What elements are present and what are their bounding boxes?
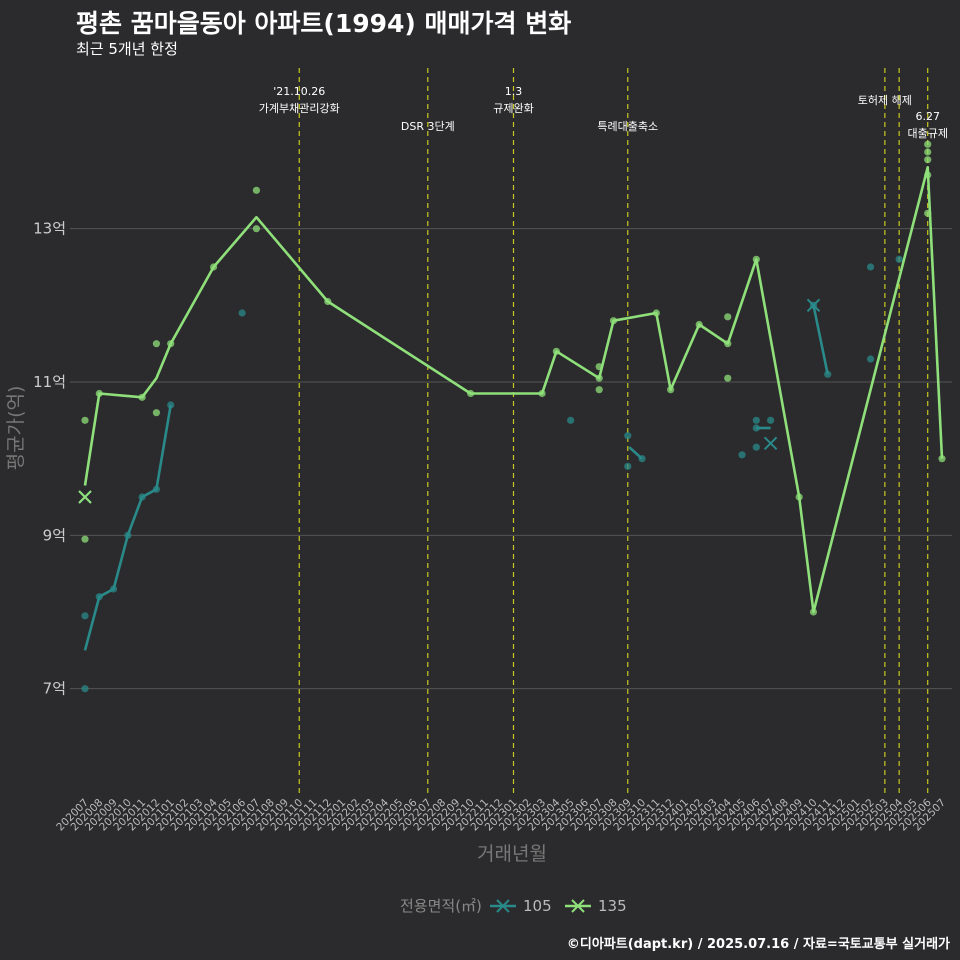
y-tick-label: 7억 (43, 680, 66, 698)
chart-title: 평촌 꿈마을동아 아파트(1994) 매매가격 변화 (76, 9, 572, 38)
series-135-point (152, 340, 161, 348)
series-135-cross-marker (78, 490, 92, 504)
series-105-point (866, 263, 875, 271)
policy-event-label: 규제완화 (493, 102, 533, 115)
series-135-point (667, 386, 675, 394)
legend-label-105: 105 (523, 897, 552, 915)
series-135-point (724, 374, 732, 382)
series-135-point (552, 347, 560, 355)
series-105-point (752, 424, 760, 432)
series-105-cross-marker (806, 298, 821, 313)
series-135-point (609, 317, 618, 325)
series-105-point (138, 493, 146, 501)
series-105-point (752, 416, 760, 424)
series-105-point (624, 462, 632, 470)
policy-event-label: DSR 3단계 (401, 120, 455, 133)
legend-cross-105 (496, 899, 510, 913)
series-105-point (638, 455, 646, 463)
series-135-point (138, 393, 146, 401)
series-135-point (167, 340, 175, 348)
y-axis-title: 평균가(억) (5, 386, 27, 471)
series-135-point (538, 389, 546, 398)
series-105-point (81, 612, 89, 620)
policy-event-label: 토허제 해제 (858, 93, 912, 107)
series-105-point (109, 585, 118, 593)
series-135-point (752, 255, 760, 263)
series-135-point (795, 493, 803, 501)
series-105-point (567, 416, 575, 424)
y-tick-label: 13억 (33, 220, 66, 238)
series-105-point (167, 401, 175, 409)
series-135-point (724, 340, 732, 348)
series-105-cross-marker (763, 436, 778, 451)
source-caption: ©디아파트(dapt.kr) / 2025.07.16 / 자료=국토교통부 실… (566, 937, 950, 952)
series-135-point (209, 263, 218, 271)
chart-subtitle: 최근 5개년 한정 (76, 40, 178, 58)
series-135-point (924, 148, 932, 156)
y-tick-label: 11억 (33, 373, 66, 391)
series-135-point (252, 225, 260, 233)
series-135-point (467, 389, 475, 398)
series-135-point (724, 313, 732, 321)
series-135-point (924, 156, 932, 164)
series-135-point (595, 386, 603, 394)
series-105-point (866, 355, 875, 363)
policy-event-label: 대출규제 (907, 127, 947, 140)
x-axis-title: 거래년월 (477, 843, 547, 865)
series-135-point (924, 140, 932, 148)
series-105-point (238, 309, 246, 317)
series-135-point (95, 389, 103, 398)
series-135-line (83, 166, 944, 614)
series-135-point (152, 409, 161, 417)
series-105-point (824, 370, 832, 378)
series-105-point (895, 255, 903, 263)
series-135-point (324, 297, 332, 306)
series-135-point (595, 363, 603, 371)
series-135-point (924, 209, 932, 217)
series-105-point (152, 485, 161, 493)
y-tick-label: 9억 (43, 526, 66, 544)
series-105-point (81, 685, 89, 693)
series-105-point (624, 432, 632, 440)
series-105-point (738, 451, 746, 459)
series-105-point (752, 443, 760, 451)
series-105-line (812, 305, 829, 375)
series-135-point (938, 455, 946, 463)
series-105-point (124, 531, 132, 539)
policy-event-label: 특례대출축소 (597, 120, 658, 133)
policy-event-label: 가계부채관리강화 (259, 102, 340, 115)
series-105-point (95, 593, 103, 601)
series-135-point (809, 608, 818, 616)
series-135-point (695, 320, 703, 329)
policy-event-label: 1.3 (505, 85, 523, 98)
series-135-point (595, 374, 603, 382)
legend-label-135: 135 (598, 897, 627, 915)
series-135-point (924, 171, 932, 179)
series-105-line (83, 404, 172, 651)
series-135-point (81, 535, 89, 543)
policy-event-label: '21.10.26 (273, 85, 325, 98)
policy-event-label: 6.27 (915, 110, 940, 123)
series-135-point (652, 309, 660, 317)
legend-title: 전용면적(㎡) (400, 897, 482, 915)
series-105-point (767, 416, 775, 424)
series-135-point (252, 186, 260, 194)
legend-cross-135 (571, 899, 585, 913)
series-135-point (81, 416, 89, 424)
